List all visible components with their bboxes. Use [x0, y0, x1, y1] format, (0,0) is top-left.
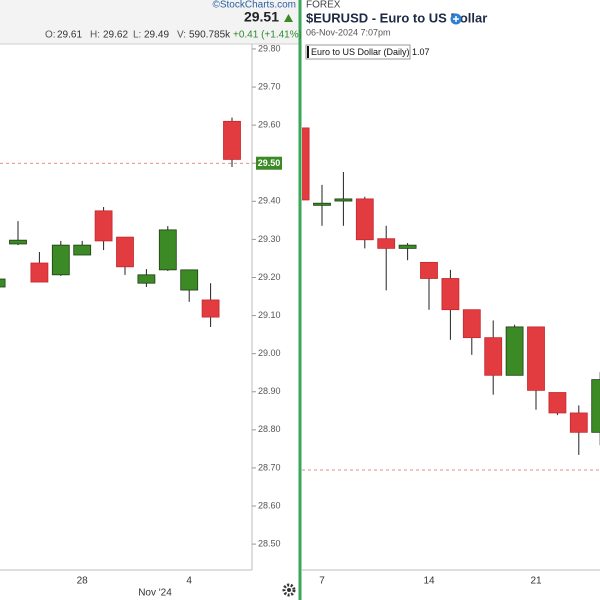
candle-body — [355, 198, 374, 241]
y-tick-label: 29.80 — [258, 43, 281, 53]
stat-label: O: — [45, 30, 56, 41]
candle-body — [313, 202, 331, 206]
plot — [302, 127, 600, 471]
legend-text: Euro to US Dollar (Daily) 1.07 — [311, 47, 430, 57]
period-label: Nov '24 — [138, 588, 172, 599]
y-tick-label: 28.80 — [258, 424, 281, 434]
candle-body — [116, 236, 134, 268]
candle-body — [201, 299, 220, 318]
x-tick-label: 7 — [319, 576, 325, 587]
price-tag-label: 29.50 — [258, 158, 281, 168]
source: ©StockCharts.com — [212, 0, 296, 11]
candle-body — [223, 120, 241, 160]
candle-body — [505, 326, 524, 376]
candle-body — [180, 269, 199, 291]
x-tick-label: 28 — [77, 576, 89, 587]
y-tick-label: 29.20 — [258, 272, 281, 282]
candle-body — [51, 244, 70, 276]
candle-body — [30, 262, 49, 283]
candle-body — [73, 244, 92, 256]
y-tick-label: 29.00 — [258, 348, 281, 358]
stat-value: 29.49 — [144, 30, 169, 41]
timestamp: 06-Nov-2024 7:07pm — [306, 27, 391, 37]
y-tick-label: 28.60 — [258, 500, 281, 510]
symbol-title: $EURUSD - Euro to US Dollar — [306, 10, 487, 25]
candle-body — [0, 278, 6, 288]
candle-body — [484, 337, 503, 376]
candle-body — [398, 244, 417, 249]
candle-body — [302, 127, 310, 201]
x-tick-label: 14 — [423, 576, 435, 587]
x-tick-label: 21 — [530, 576, 542, 587]
candle-body — [377, 238, 396, 249]
y-tick-label: 29.30 — [258, 234, 281, 244]
candle-body — [137, 274, 156, 284]
candle-body — [591, 379, 600, 433]
stat-label: V: — [177, 30, 186, 41]
stat-value: 590.785k — [189, 30, 231, 41]
y-tick-label: 29.70 — [258, 81, 281, 91]
candle-body — [158, 229, 177, 271]
panel-divider — [298, 0, 302, 600]
candle-body — [462, 309, 481, 339]
y-tick-label: 28.70 — [258, 462, 281, 472]
y-tick-label: 29.40 — [258, 196, 281, 206]
candle-body — [527, 326, 545, 391]
stat-label: H: — [90, 30, 100, 41]
candle-body — [420, 261, 438, 279]
last-price: 29.51 — [244, 9, 279, 25]
y-tick-label: 29.60 — [258, 120, 281, 130]
change: +0.41 (+1.41%) — [233, 30, 302, 41]
exchange: FOREX — [306, 0, 341, 11]
stat-value: 29.62 — [103, 30, 128, 41]
candle-body — [334, 198, 353, 202]
candle-body — [9, 239, 27, 245]
candle-body — [548, 392, 567, 414]
settings-icon[interactable] — [282, 583, 296, 597]
y-tick-label: 28.90 — [258, 386, 281, 396]
left-header-bg — [0, 0, 299, 44]
stat-label: L: — [133, 30, 141, 41]
price-tag — [256, 156, 282, 170]
candle-body — [569, 412, 588, 433]
x-tick-label: 4 — [186, 576, 192, 587]
stat-value: 29.61 — [57, 30, 82, 41]
legend-box — [305, 44, 411, 60]
plot — [0, 117, 252, 327]
legend-swatch — [307, 46, 309, 58]
up-arrow — [284, 14, 293, 22]
y-tick-label: 29.10 — [258, 310, 281, 320]
candle-body — [441, 278, 460, 311]
candle-body — [94, 210, 113, 242]
y-tick-label: 28.50 — [258, 538, 281, 548]
add-button[interactable] — [450, 13, 462, 25]
